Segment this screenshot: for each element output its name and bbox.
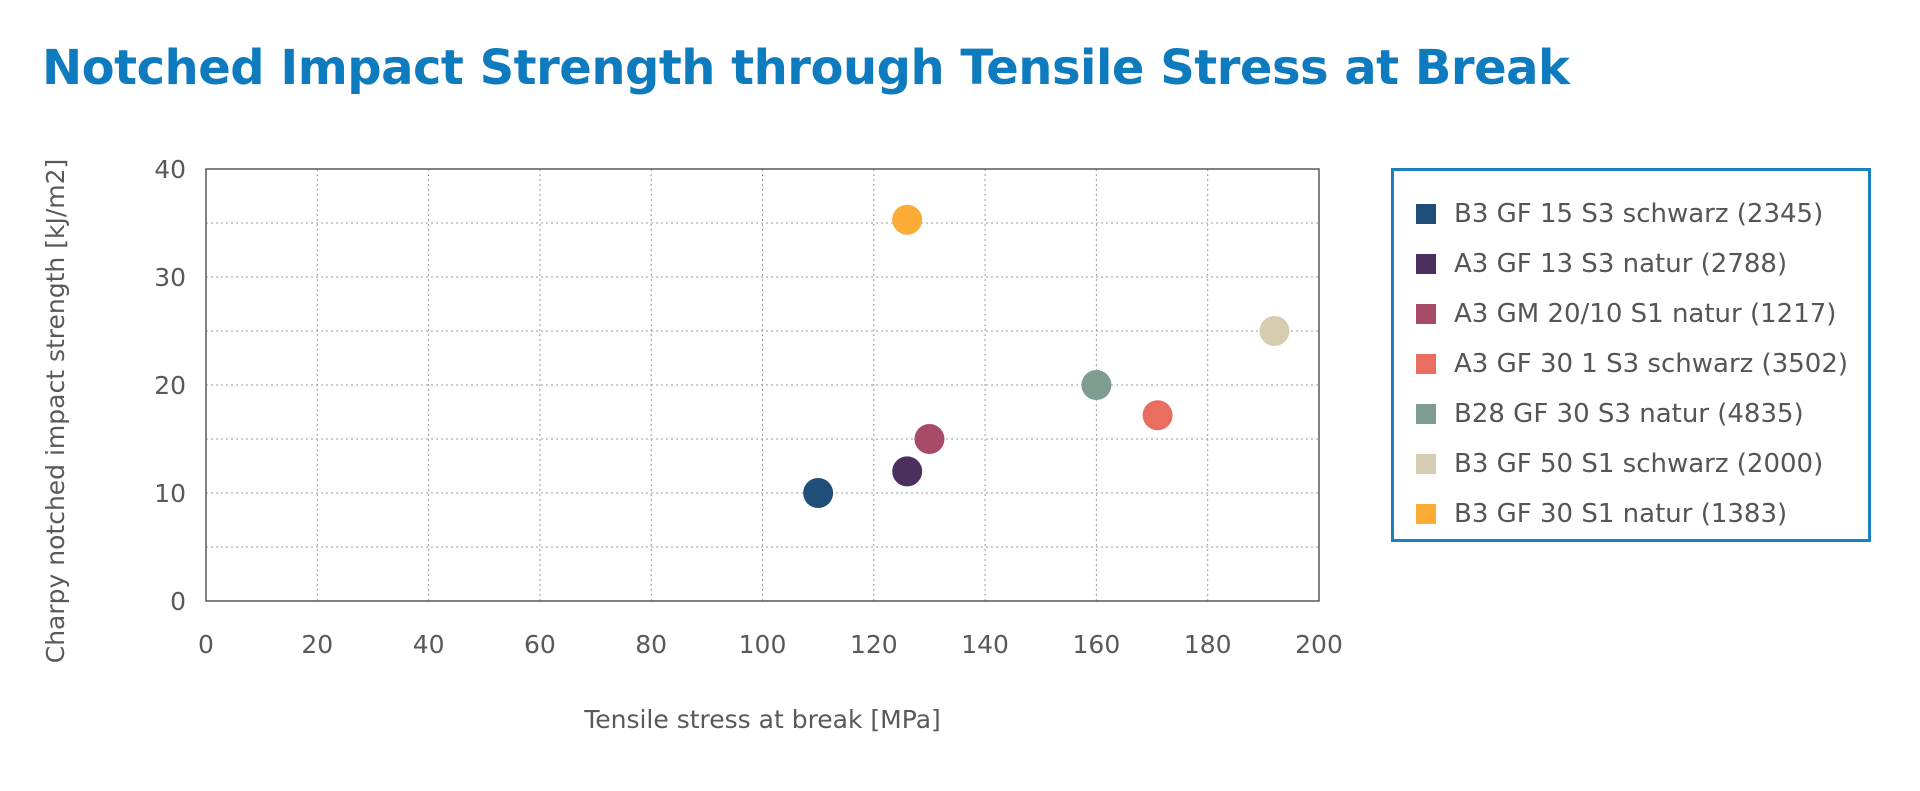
x-tick-label: 160	[1073, 630, 1121, 659]
y-tick-label: 40	[154, 155, 186, 184]
legend-item: B3 GF 30 S1 natur (1383)	[1416, 489, 1868, 539]
data-points	[803, 204, 1290, 508]
legend-item: B3 GF 15 S3 schwarz (2345)	[1416, 189, 1868, 239]
x-axis-ticks: 0 20 40 60 80 100 120 140 160 180 200	[198, 630, 1343, 659]
x-tick-label: 120	[850, 630, 898, 659]
chart-title: Notched Impact Strength through Tensile …	[42, 40, 1570, 96]
plot-area-frame	[205, 168, 1320, 602]
legend-label: A3 GF 30 1 S3 schwarz (3502)	[1454, 349, 1848, 379]
legend-label: A3 GM 20/10 S1 natur (1217)	[1454, 299, 1837, 329]
legend-label: B28 GF 30 S3 natur (4835)	[1454, 399, 1804, 429]
data-point	[892, 204, 923, 235]
legend-item: A3 GM 20/10 S1 natur (1217)	[1416, 289, 1868, 339]
x-tick-label: 80	[635, 630, 667, 659]
x-tick-label: 20	[301, 630, 333, 659]
y-axis-ticks: 0 10 20 30 40	[154, 155, 186, 616]
data-point	[1081, 370, 1112, 400]
x-tick-label: 140	[961, 630, 1009, 659]
legend-swatch	[1416, 354, 1436, 374]
x-axis-title: Tensile stress at break [MPa]	[583, 705, 941, 734]
legend-label: B3 GF 50 S1 schwarz (2000)	[1454, 449, 1824, 479]
data-point	[892, 456, 923, 487]
y-axis-title: Charpy notched impact strength [kJ/m2]	[41, 159, 70, 664]
x-tick-label: 200	[1295, 630, 1343, 659]
data-point	[1142, 400, 1173, 431]
y-tick-label: 20	[154, 371, 186, 400]
legend-item: A3 GF 13 S3 natur (2788)	[1416, 239, 1868, 289]
x-tick-label: 60	[524, 630, 556, 659]
data-point	[914, 424, 945, 454]
y-tick-label: 10	[154, 479, 186, 508]
legend: B3 GF 15 S3 schwarz (2345) A3 GF 13 S3 na…	[1391, 168, 1871, 542]
data-point	[803, 478, 834, 508]
legend-label: A3 GF 13 S3 natur (2788)	[1454, 249, 1788, 279]
legend-swatch	[1416, 204, 1436, 224]
legend-item: A3 GF 30 1 S3 schwarz (3502)	[1416, 339, 1868, 389]
legend-item: B3 GF 50 S1 schwarz (2000)	[1416, 439, 1868, 489]
legend-label: B3 GF 15 S3 schwarz (2345)	[1454, 199, 1824, 229]
legend-swatch	[1416, 454, 1436, 474]
legend-item: B28 GF 30 S3 natur (4835)	[1416, 389, 1868, 439]
legend-swatch	[1416, 304, 1436, 324]
legend-swatch	[1416, 254, 1436, 274]
x-tick-label: 180	[1184, 630, 1232, 659]
legend-label: B3 GF 30 S1 natur (1383)	[1454, 499, 1788, 529]
y-tick-label: 0	[170, 587, 186, 616]
legend-swatch	[1416, 404, 1436, 424]
x-tick-label: 40	[413, 630, 445, 659]
data-point	[1259, 316, 1290, 346]
y-tick-label: 30	[154, 263, 186, 292]
x-tick-label: 100	[739, 630, 787, 659]
legend-swatch	[1416, 504, 1436, 524]
x-tick-label: 0	[198, 630, 214, 659]
grid-lines	[206, 169, 1319, 601]
